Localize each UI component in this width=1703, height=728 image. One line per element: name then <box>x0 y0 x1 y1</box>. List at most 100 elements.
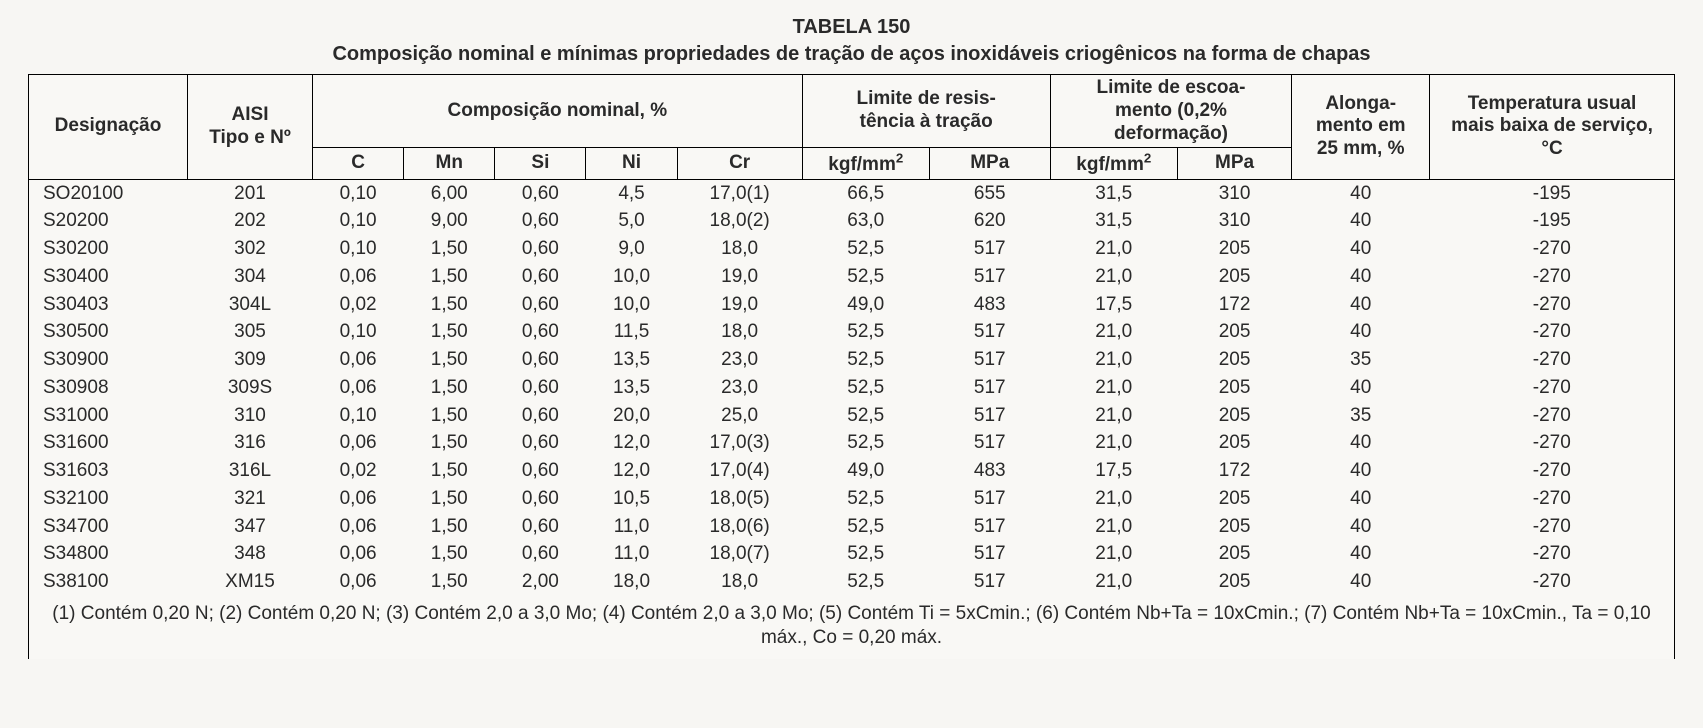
cell-along: 40 <box>1292 485 1430 513</box>
cell-mpa2: 205 <box>1177 568 1291 596</box>
cell-ni: 12,0 <box>586 429 677 457</box>
cell-mn: 1,50 <box>404 374 495 402</box>
cell-mn: 9,00 <box>404 207 495 235</box>
table-number: TABELA 150 <box>28 14 1675 41</box>
cell-aisi: 321 <box>187 485 312 513</box>
cell-kgf2: 21,0 <box>1050 429 1177 457</box>
cell-mpa1: 517 <box>929 318 1050 346</box>
cell-aisi: 309 <box>187 346 312 374</box>
cell-kgf2: 21,0 <box>1050 402 1177 430</box>
cell-c: 0,02 <box>313 457 404 485</box>
cell-cr: 18,0(5) <box>677 485 802 513</box>
cell-aisi: 302 <box>187 235 312 263</box>
cell-temp: -270 <box>1430 346 1675 374</box>
cell-mpa2: 172 <box>1177 457 1291 485</box>
cell-cr: 18,0(2) <box>677 207 802 235</box>
cell-kgf2: 21,0 <box>1050 374 1177 402</box>
cell-mpa2: 205 <box>1177 374 1291 402</box>
cell-mpa2: 205 <box>1177 540 1291 568</box>
footnote-text: (1) Contém 0,20 N; (2) Contém 0,20 N; (3… <box>29 596 1675 660</box>
cell-si: 0,60 <box>495 318 586 346</box>
cell-temp: -270 <box>1430 402 1675 430</box>
cell-mpa1: 517 <box>929 540 1050 568</box>
cell-aisi: 201 <box>187 179 312 207</box>
table-row: S30403304L0,021,500,6010,019,049,048317,… <box>29 291 1675 319</box>
cell-temp: -270 <box>1430 263 1675 291</box>
cell-ni: 9,0 <box>586 235 677 263</box>
cell-mpa2: 205 <box>1177 263 1291 291</box>
cell-c: 0,10 <box>313 179 404 207</box>
cell-desig: S31600 <box>29 429 188 457</box>
cell-si: 0,60 <box>495 207 586 235</box>
cell-temp: -270 <box>1430 568 1675 596</box>
header-si: Si <box>495 148 586 179</box>
table-row: S348003480,061,500,6011,018,0(7)52,55172… <box>29 540 1675 568</box>
cell-mpa2: 205 <box>1177 513 1291 541</box>
cell-si: 0,60 <box>495 402 586 430</box>
cell-si: 2,00 <box>495 568 586 596</box>
header-kgf2: kgf/mm2 <box>1050 148 1177 179</box>
cell-mpa2: 205 <box>1177 318 1291 346</box>
cell-mn: 1,50 <box>404 291 495 319</box>
cell-kgf2: 17,5 <box>1050 457 1177 485</box>
cell-kgf1: 52,5 <box>802 540 929 568</box>
cell-cr: 18,0 <box>677 568 802 596</box>
table-row: S310003100,101,500,6020,025,052,551721,0… <box>29 402 1675 430</box>
cell-cr: 19,0 <box>677 291 802 319</box>
cell-mpa1: 517 <box>929 263 1050 291</box>
cell-temp: -270 <box>1430 540 1675 568</box>
cell-aisi: 304L <box>187 291 312 319</box>
cell-c: 0,06 <box>313 374 404 402</box>
cell-desig: S34700 <box>29 513 188 541</box>
cell-mn: 1,50 <box>404 346 495 374</box>
cell-c: 0,06 <box>313 346 404 374</box>
cell-aisi: XM15 <box>187 568 312 596</box>
cell-ni: 10,0 <box>586 263 677 291</box>
cell-mn: 6,00 <box>404 179 495 207</box>
cell-c: 0,06 <box>313 513 404 541</box>
cell-kgf2: 31,5 <box>1050 207 1177 235</box>
cell-si: 0,60 <box>495 457 586 485</box>
cell-c: 0,02 <box>313 291 404 319</box>
cell-temp: -195 <box>1430 179 1675 207</box>
cell-si: 0,60 <box>495 540 586 568</box>
cell-aisi: 347 <box>187 513 312 541</box>
cell-si: 0,60 <box>495 374 586 402</box>
cell-kgf1: 63,0 <box>802 207 929 235</box>
page: TABELA 150 Composição nominal e mínimas … <box>0 0 1703 683</box>
cell-aisi: 304 <box>187 263 312 291</box>
cell-along: 35 <box>1292 346 1430 374</box>
cell-mpa2: 310 <box>1177 207 1291 235</box>
cell-kgf2: 21,0 <box>1050 235 1177 263</box>
cell-kgf1: 52,5 <box>802 429 929 457</box>
cell-c: 0,06 <box>313 263 404 291</box>
cell-desig: S30400 <box>29 263 188 291</box>
cell-ni: 4,5 <box>586 179 677 207</box>
cell-ni: 12,0 <box>586 457 677 485</box>
cell-c: 0,10 <box>313 402 404 430</box>
header-lim-esc: Limite de escoa-mento (0,2%deformação) <box>1050 75 1292 148</box>
cell-kgf1: 52,5 <box>802 235 929 263</box>
cell-along: 40 <box>1292 568 1430 596</box>
cell-temp: -270 <box>1430 457 1675 485</box>
cell-mn: 1,50 <box>404 568 495 596</box>
cell-ni: 11,5 <box>586 318 677 346</box>
cell-temp: -195 <box>1430 207 1675 235</box>
cell-kgf2: 21,0 <box>1050 513 1177 541</box>
cell-aisi: 316L <box>187 457 312 485</box>
cell-si: 0,60 <box>495 235 586 263</box>
table-row: SO201002010,106,000,604,517,0(1)66,56553… <box>29 179 1675 207</box>
cell-mpa2: 172 <box>1177 291 1291 319</box>
cell-aisi: 316 <box>187 429 312 457</box>
cell-mpa1: 517 <box>929 346 1050 374</box>
table-row: S31603316L0,021,500,6012,017,0(4)49,0483… <box>29 457 1675 485</box>
cell-si: 0,60 <box>495 485 586 513</box>
cell-kgf1: 52,5 <box>802 374 929 402</box>
header-c: C <box>313 148 404 179</box>
cell-aisi: 202 <box>187 207 312 235</box>
cell-kgf1: 49,0 <box>802 457 929 485</box>
header-temp: Temperatura usualmais baixa de serviço,°… <box>1430 75 1675 180</box>
cell-along: 40 <box>1292 540 1430 568</box>
cell-c: 0,06 <box>313 568 404 596</box>
cell-temp: -270 <box>1430 291 1675 319</box>
